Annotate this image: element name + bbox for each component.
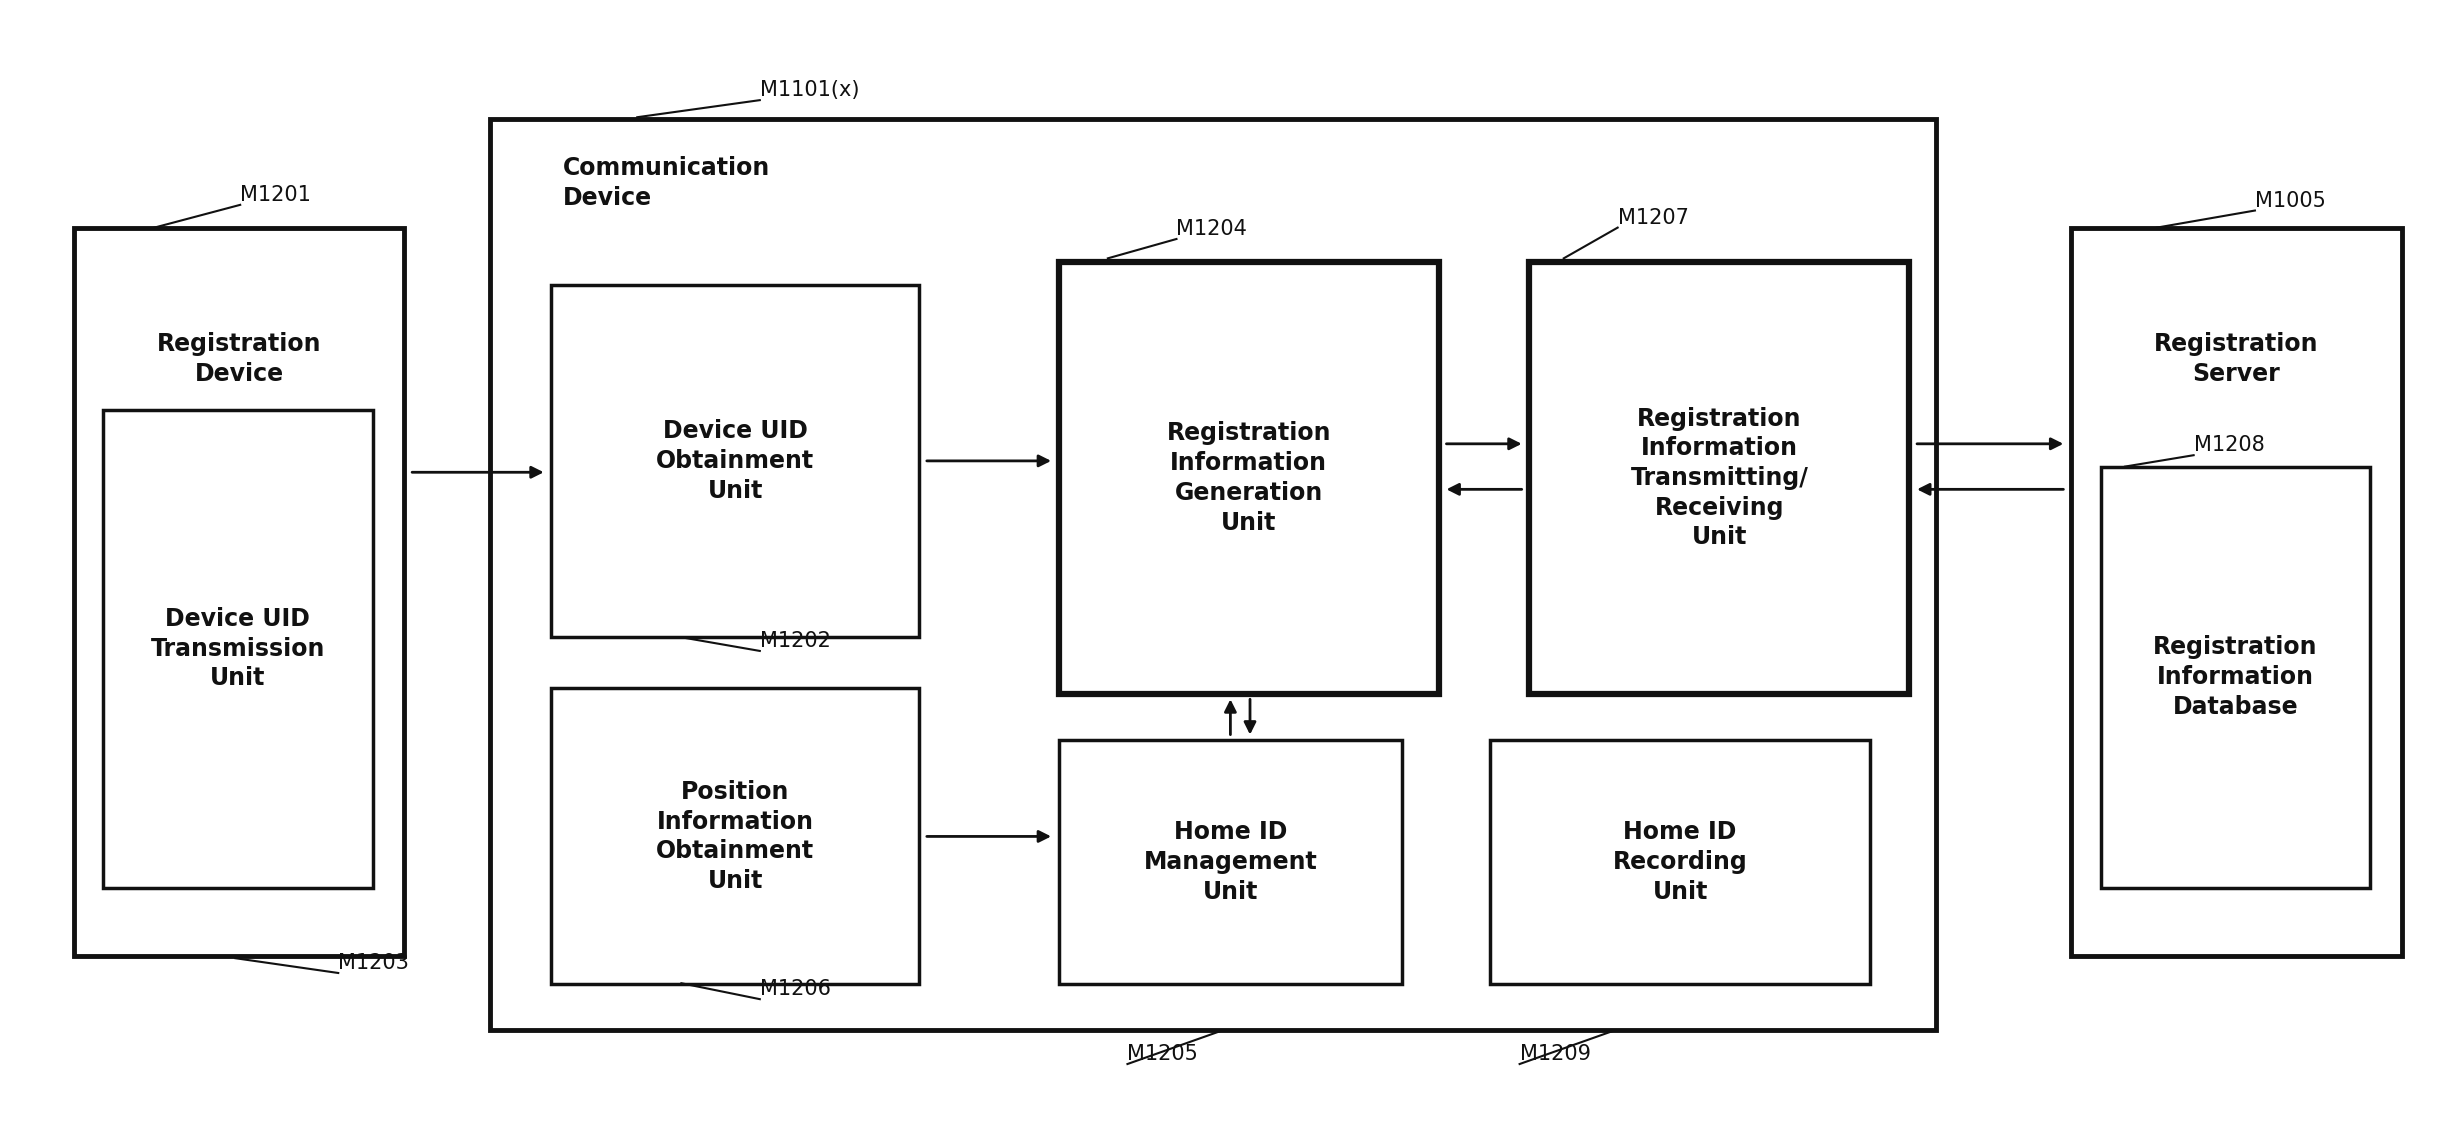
- Text: M1207: M1207: [1618, 207, 1689, 228]
- Text: M1202: M1202: [760, 630, 831, 651]
- Text: Device UID
Transmission
Unit: Device UID Transmission Unit: [150, 607, 326, 691]
- Text: Registration
Server: Registration Server: [2154, 332, 2319, 386]
- FancyBboxPatch shape: [103, 410, 373, 888]
- Text: M1208: M1208: [2194, 435, 2265, 455]
- FancyBboxPatch shape: [1490, 740, 1870, 984]
- Text: Registration
Information
Database: Registration Information Database: [2152, 635, 2319, 719]
- FancyBboxPatch shape: [551, 688, 919, 984]
- FancyBboxPatch shape: [1059, 740, 1402, 984]
- FancyBboxPatch shape: [490, 119, 1936, 1030]
- FancyBboxPatch shape: [1059, 262, 1439, 694]
- Text: Registration
Device: Registration Device: [157, 332, 321, 386]
- Text: Position
Information
Obtainment
Unit: Position Information Obtainment Unit: [657, 780, 814, 893]
- Text: Registration
Information
Transmitting/
Receiving
Unit: Registration Information Transmitting/ R…: [1630, 406, 1809, 550]
- FancyBboxPatch shape: [551, 284, 919, 637]
- Text: Home ID
Recording
Unit: Home ID Recording Unit: [1613, 820, 1748, 904]
- FancyBboxPatch shape: [1529, 262, 1909, 694]
- Text: Device UID
Obtainment
Unit: Device UID Obtainment Unit: [657, 419, 814, 503]
- Text: M1201: M1201: [240, 184, 311, 205]
- Text: Communication
Device: Communication Device: [564, 156, 770, 211]
- Text: M1101(x): M1101(x): [760, 80, 860, 100]
- Text: M1203: M1203: [338, 953, 409, 973]
- Text: M1206: M1206: [760, 979, 831, 999]
- Text: M1204: M1204: [1176, 218, 1248, 239]
- Text: Registration
Information
Generation
Unit: Registration Information Generation Unit: [1167, 421, 1331, 535]
- Text: M1205: M1205: [1127, 1044, 1199, 1064]
- Text: Home ID
Management
Unit: Home ID Management Unit: [1145, 820, 1316, 904]
- FancyBboxPatch shape: [74, 228, 404, 956]
- FancyBboxPatch shape: [2071, 228, 2402, 956]
- FancyBboxPatch shape: [2101, 467, 2370, 888]
- Text: M1005: M1005: [2255, 190, 2326, 211]
- Text: M1209: M1209: [1520, 1044, 1591, 1064]
